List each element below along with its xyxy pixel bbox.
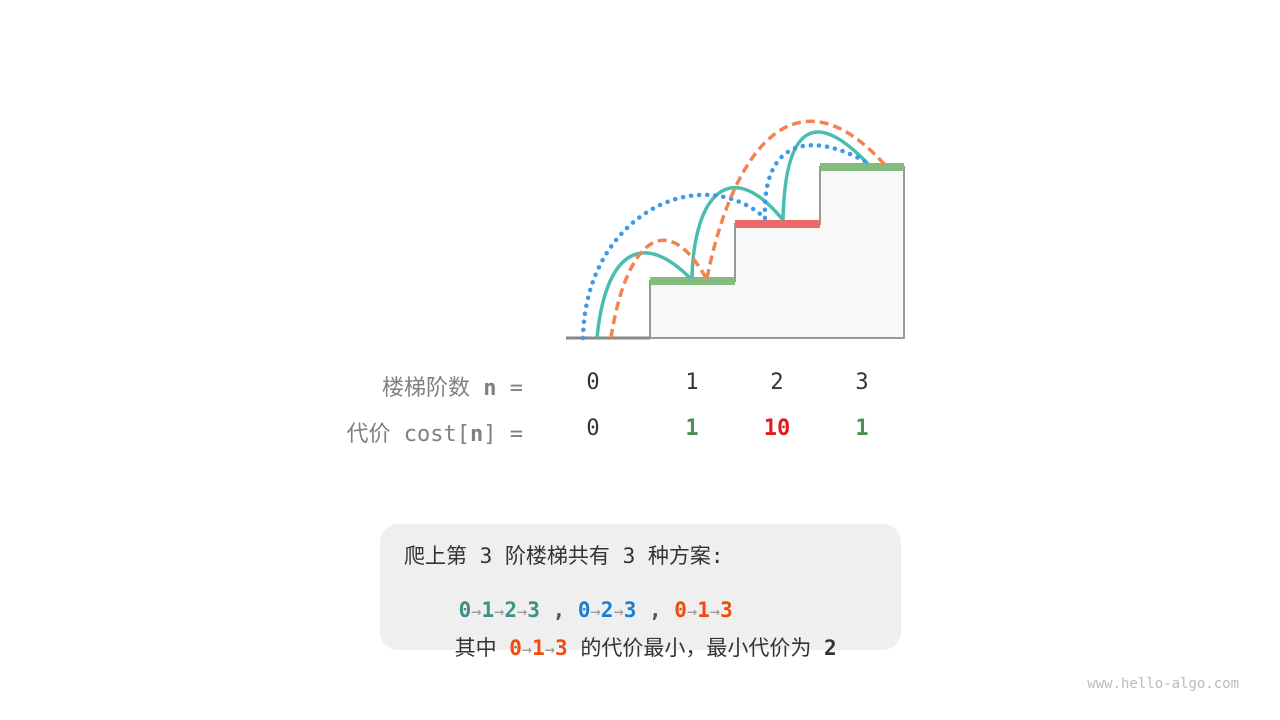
arrow-icon: → [521, 640, 533, 660]
path-node: 1 [532, 636, 545, 660]
separator: , [636, 598, 675, 622]
step-value: 2 [770, 370, 784, 395]
path-node: 2 [600, 598, 614, 622]
arrow-icon: → [494, 602, 505, 622]
steps-label: 楼梯阶数 n = [382, 376, 523, 401]
summary-box: 爬上第 3 阶楼梯共有 3 种方案: 0→1→2→3 , 0→2→3 , 0→1… [380, 524, 901, 660]
arrow-icon: → [686, 602, 698, 622]
path-0-2-3-jump-2-3 [762, 142, 871, 221]
arrow-icon: → [517, 602, 528, 622]
cost-value: 0 [586, 416, 600, 441]
path-node: 1 [697, 598, 710, 622]
path-0-1-2-3-jump-2-3 [781, 130, 870, 221]
step-value: 1 [685, 370, 699, 395]
path-node: 3 [555, 636, 568, 660]
watermark: www.hello-algo.com [1087, 676, 1239, 692]
path-0-1-2-3-jump-0-1 [595, 251, 692, 339]
summary-line-1: 爬上第 3 阶楼梯共有 3 种方案: [404, 544, 724, 568]
path-0-1-3-jump-0-1 [609, 238, 708, 339]
path-node: 3 [623, 598, 637, 622]
step-value: 0 [586, 370, 600, 395]
text: 其中 [454, 636, 510, 660]
arrow-icon: → [709, 602, 721, 622]
cost-value: 1 [855, 416, 869, 441]
cost-value: 10 [763, 416, 791, 441]
path-node: 0 [458, 598, 472, 622]
separator: , [539, 598, 578, 622]
path-0-2-3-jump-0-2 [580, 192, 768, 341]
cost-label: 代价 cost[n] = [346, 422, 523, 447]
arrow-icon: → [590, 602, 601, 622]
summary-paths: 0→1→2→3 , 0→2→3 , 0→1→3 [408, 574, 733, 646]
arrow-icon: → [613, 602, 624, 622]
path-node: 0 [577, 598, 591, 622]
arrow-icon: → [544, 640, 556, 660]
text: 的代价最小，最小代价为 [567, 636, 824, 660]
step-value: 3 [855, 370, 869, 395]
path-node: 3 [720, 598, 733, 622]
path-node: 2 [504, 598, 518, 622]
path-0-1-3-jump-1-3 [705, 119, 887, 279]
min-cost: 2 [824, 636, 837, 660]
path-node: 0 [509, 636, 522, 660]
path-node: 0 [674, 598, 687, 622]
cost-value: 1 [685, 416, 699, 441]
path-node: 3 [527, 598, 540, 622]
arrow-icon: → [471, 602, 482, 622]
summary-line-3: 其中 0→1→3 的代价最小，最小代价为 2 [404, 608, 837, 686]
path-node: 1 [481, 598, 495, 622]
